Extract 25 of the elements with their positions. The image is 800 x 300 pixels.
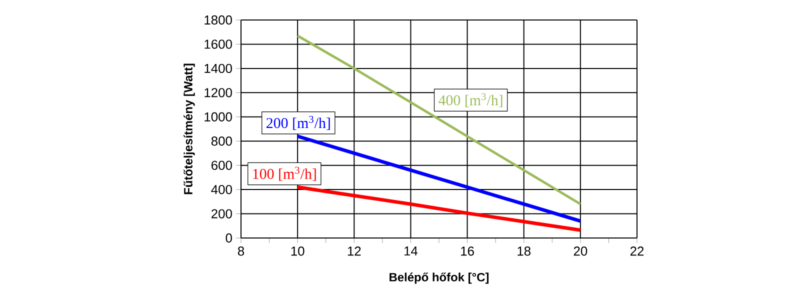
x-tick-label: 18 <box>518 246 530 256</box>
y-tick-label: 1800 <box>204 15 232 25</box>
y-tick-label: 200 <box>212 209 232 218</box>
x-tick-label: 8 <box>238 246 244 256</box>
y-tick-label: 800 <box>211 136 232 146</box>
x-tick-label: 14 <box>404 246 418 256</box>
y-tick-label: 1600 <box>204 40 232 49</box>
y-tick-label: 1000 <box>204 112 232 122</box>
series-label: 400 [m$^{3}$/h] <box>438 93 502 108</box>
series-label: 200 [m$^{3}$/h] <box>266 116 330 130</box>
y-tick-label: 600 <box>212 160 232 170</box>
y-axis-title: Fűtőteljesítmény [Watt] <box>184 64 195 194</box>
line-series <box>296 134 582 223</box>
y-tick-label: 1400 <box>204 64 232 74</box>
x-tick-label: 20 <box>574 246 588 256</box>
line-series <box>296 185 582 232</box>
x-tick-label: 22 <box>630 246 644 256</box>
series-label: 100 [m$^{3}$/h] <box>253 166 316 181</box>
x-tick-label: 12 <box>348 246 361 256</box>
x-tick-label: 16 <box>461 246 474 256</box>
y-tick-label: 1200 <box>204 88 232 98</box>
y-tick-label: 0 <box>226 233 232 243</box>
x-tick-label: 10 <box>291 246 304 256</box>
y-tick-label: 400 <box>211 184 232 194</box>
x-axis-title: Belépő hőfok [°C] <box>390 272 489 284</box>
